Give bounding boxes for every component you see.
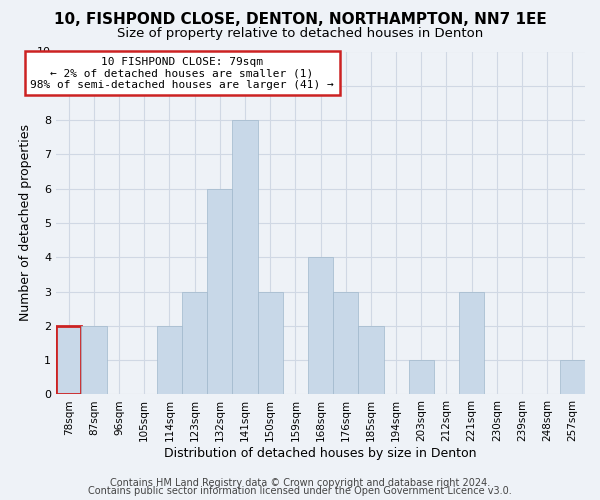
Bar: [182, 292, 207, 395]
Bar: [459, 292, 484, 395]
Text: Contains HM Land Registry data © Crown copyright and database right 2024.: Contains HM Land Registry data © Crown c…: [110, 478, 490, 488]
Bar: [157, 326, 182, 394]
Text: 10, FISHPOND CLOSE, DENTON, NORTHAMPTON, NN7 1EE: 10, FISHPOND CLOSE, DENTON, NORTHAMPTON,…: [53, 12, 547, 28]
Y-axis label: Number of detached properties: Number of detached properties: [19, 124, 32, 322]
Bar: [207, 188, 232, 394]
Bar: [257, 292, 283, 395]
Bar: [358, 326, 383, 394]
X-axis label: Distribution of detached houses by size in Denton: Distribution of detached houses by size …: [164, 447, 477, 460]
Bar: [333, 292, 358, 395]
Bar: [82, 326, 107, 394]
Bar: [409, 360, 434, 394]
Text: 10 FISHPOND CLOSE: 79sqm
← 2% of detached houses are smaller (1)
98% of semi-det: 10 FISHPOND CLOSE: 79sqm ← 2% of detache…: [30, 56, 334, 90]
Text: Contains public sector information licensed under the Open Government Licence v3: Contains public sector information licen…: [88, 486, 512, 496]
Bar: [56, 326, 82, 394]
Text: Size of property relative to detached houses in Denton: Size of property relative to detached ho…: [117, 28, 483, 40]
Bar: [232, 120, 257, 394]
Bar: [560, 360, 585, 394]
Bar: [308, 258, 333, 394]
